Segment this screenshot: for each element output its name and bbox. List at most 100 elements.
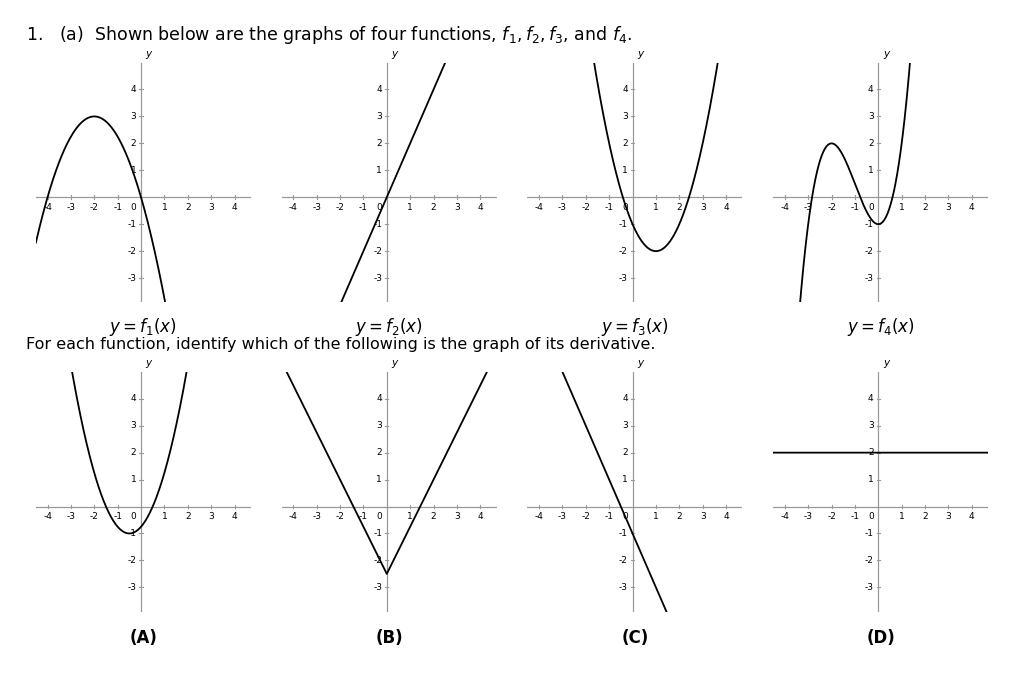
Text: 0: 0 [623,203,628,212]
Text: -2: -2 [618,556,628,565]
Text: 3: 3 [131,421,136,430]
Text: -3: -3 [67,203,76,212]
Text: -2: -2 [827,203,836,212]
Text: 4: 4 [231,203,238,212]
Text: $y$: $y$ [637,49,645,61]
Text: 4: 4 [231,512,238,521]
Text: -1: -1 [127,220,136,229]
Text: -2: -2 [127,247,136,256]
Text: -2: -2 [336,203,344,212]
Text: -4: -4 [43,512,52,521]
Text: -1: -1 [604,203,613,212]
Text: -1: -1 [373,220,382,229]
Text: 2: 2 [131,448,136,457]
Text: 2: 2 [431,203,436,212]
Text: -1: -1 [127,529,136,538]
Text: 4: 4 [969,512,975,521]
Text: 1: 1 [623,166,628,175]
Text: (B): (B) [376,629,402,647]
Text: -2: -2 [373,556,382,565]
Text: -1: -1 [358,203,368,212]
Text: -1: -1 [358,512,368,521]
Text: $y$: $y$ [883,359,891,370]
Text: -3: -3 [558,203,567,212]
Text: $y$: $y$ [637,359,645,370]
Text: -1: -1 [113,512,122,521]
Text: -4: -4 [535,203,544,212]
Text: 0: 0 [377,203,382,212]
Text: 1: 1 [408,203,413,212]
Text: 4: 4 [868,394,873,403]
Text: 0: 0 [623,512,628,521]
Text: 3: 3 [945,203,951,212]
Text: $y$: $y$ [145,49,154,61]
Text: 2: 2 [868,448,873,457]
Text: (C): (C) [622,629,648,647]
Text: -3: -3 [618,583,628,592]
Text: 1: 1 [868,475,873,484]
Text: 1: 1 [408,512,413,521]
Text: 3: 3 [699,512,706,521]
Text: 0: 0 [377,512,382,521]
Text: 3: 3 [454,512,460,521]
Text: -2: -2 [90,512,98,521]
Text: -4: -4 [43,203,52,212]
Text: 3: 3 [208,512,214,521]
Text: -3: -3 [864,583,873,592]
Text: 0: 0 [868,203,873,212]
Text: -4: -4 [289,203,298,212]
Text: 2: 2 [131,139,136,148]
Text: -2: -2 [373,247,382,256]
Text: 4: 4 [623,394,628,403]
Text: -3: -3 [373,274,382,283]
Text: -4: -4 [289,512,298,521]
Text: 1.   (a)  Shown below are the graphs of four functions, $f_1, f_2, f_3$, and $f_: 1. (a) Shown below are the graphs of fou… [26,24,632,47]
Text: 1: 1 [868,166,873,175]
Text: $y$: $y$ [145,359,154,370]
Text: 2: 2 [677,512,682,521]
Text: 3: 3 [868,421,873,430]
Text: 3: 3 [699,203,706,212]
Text: -1: -1 [618,529,628,538]
Text: 4: 4 [723,512,729,521]
Text: 4: 4 [477,203,483,212]
Text: 3: 3 [454,203,460,212]
Text: $y$: $y$ [391,49,399,61]
Text: $y$: $y$ [391,359,399,370]
Text: 4: 4 [131,394,136,403]
Text: 4: 4 [623,85,628,94]
Text: 4: 4 [131,85,136,94]
Text: 1: 1 [377,475,382,484]
Text: -2: -2 [582,512,590,521]
Text: 0: 0 [868,512,873,521]
Text: 2: 2 [431,512,436,521]
Text: -3: -3 [67,512,76,521]
Text: 2: 2 [377,448,382,457]
Text: 2: 2 [623,448,628,457]
Text: -3: -3 [804,512,813,521]
Text: 2: 2 [923,512,928,521]
Text: 1: 1 [653,512,658,521]
Text: $y$: $y$ [883,49,891,61]
Text: 0: 0 [131,203,136,212]
Text: 3: 3 [208,203,214,212]
Text: -3: -3 [804,203,813,212]
Text: 3: 3 [131,112,136,121]
Text: -1: -1 [604,512,613,521]
Text: 3: 3 [868,112,873,121]
Text: 1: 1 [899,203,904,212]
Text: -2: -2 [618,247,628,256]
Text: -1: -1 [850,203,859,212]
Text: -2: -2 [864,247,873,256]
Text: -4: -4 [535,512,544,521]
Text: -3: -3 [312,512,322,521]
Text: -3: -3 [312,203,322,212]
Text: (A): (A) [129,629,158,647]
Text: -3: -3 [373,583,382,592]
Text: 2: 2 [185,512,190,521]
Text: -1: -1 [864,529,873,538]
Text: -2: -2 [582,203,590,212]
Text: 0: 0 [131,512,136,521]
Text: -1: -1 [113,203,122,212]
Text: 1: 1 [623,475,628,484]
